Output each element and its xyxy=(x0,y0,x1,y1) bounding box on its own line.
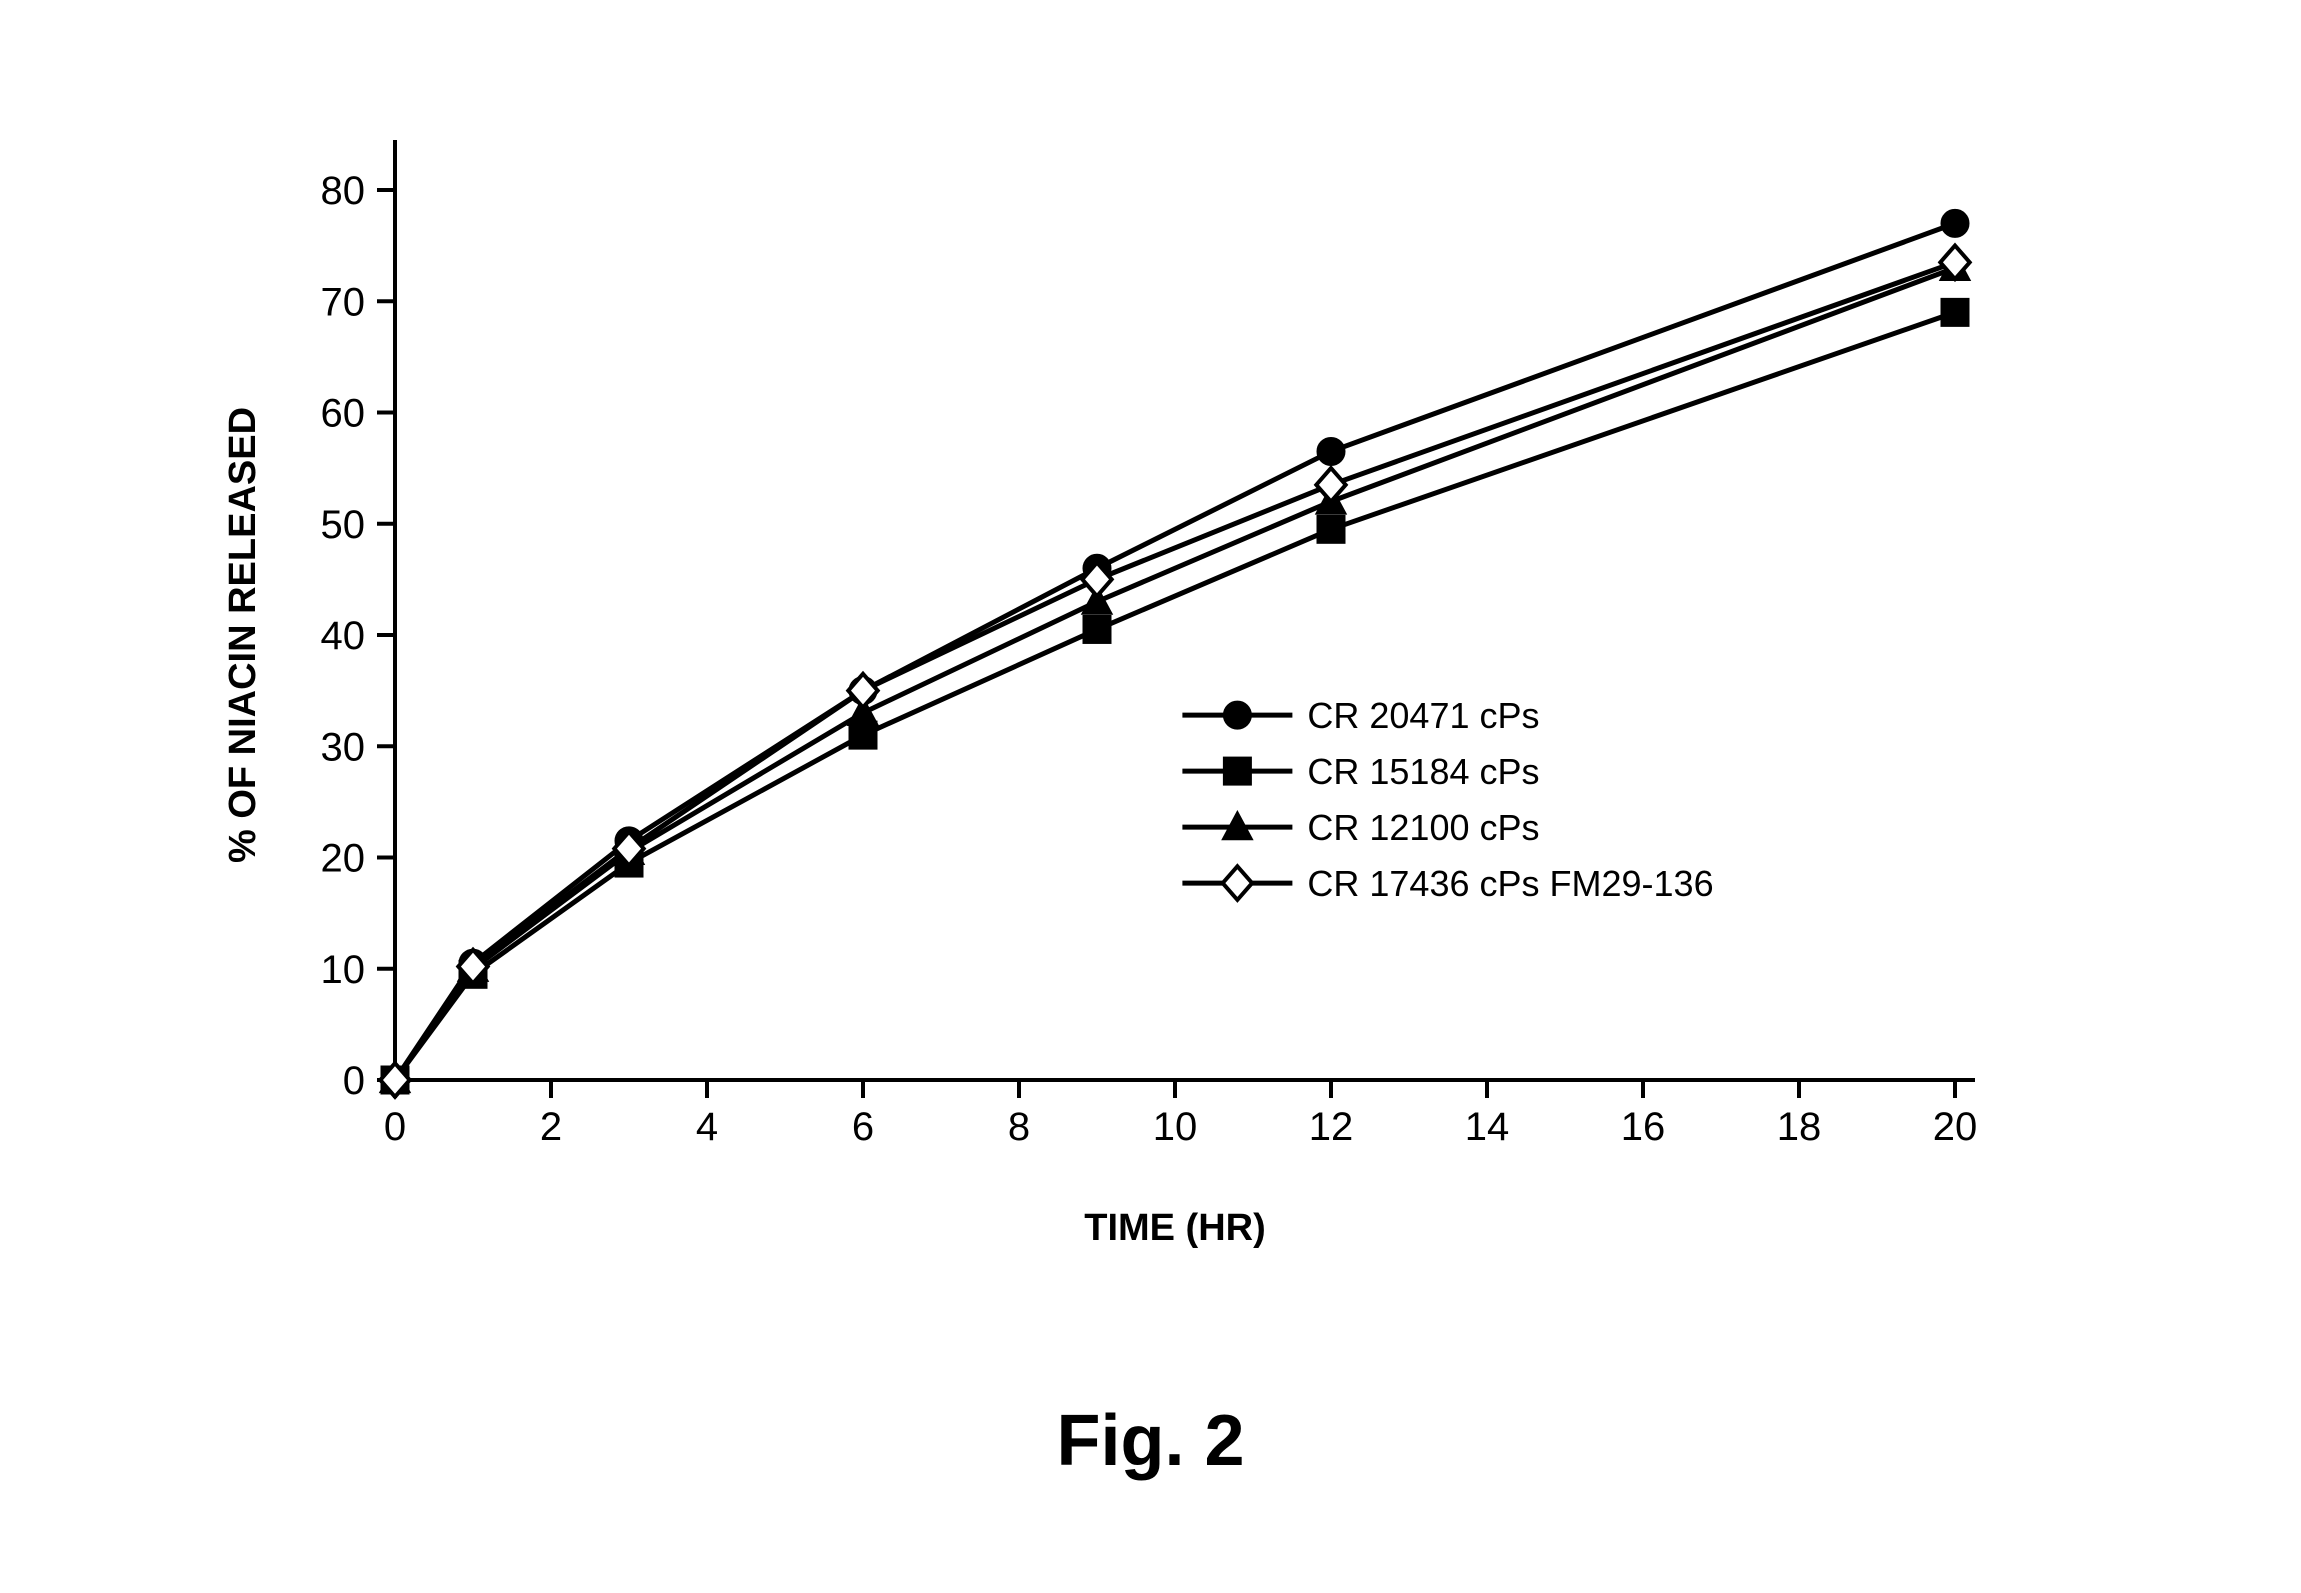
svg-text:16: 16 xyxy=(1621,1105,1666,1149)
svg-text:12: 12 xyxy=(1309,1105,1354,1149)
svg-text:50: 50 xyxy=(321,503,366,547)
svg-text:40: 40 xyxy=(321,614,366,658)
figure-caption: Fig. 2 xyxy=(0,1400,2301,1482)
svg-text:CR 15184 cPs: CR 15184 cPs xyxy=(1307,751,1539,792)
svg-text:14: 14 xyxy=(1465,1105,1510,1149)
svg-text:0: 0 xyxy=(384,1105,406,1149)
svg-text:20: 20 xyxy=(321,837,366,881)
figure-container: 0 10 20 30 40 50 60 70 80 0 2 4 6 8 10 12 14 16 18 20 TIME (… xyxy=(0,0,2301,1593)
svg-text:CR 17436 cPs FM29-136: CR 17436 cPs FM29-136 xyxy=(1307,863,1713,904)
svg-text:CR 20471 cPs: CR 20471 cPs xyxy=(1307,695,1539,736)
svg-text:0: 0 xyxy=(343,1059,365,1103)
svg-text:30: 30 xyxy=(321,725,366,769)
svg-text:18: 18 xyxy=(1777,1105,1822,1149)
svg-text:70: 70 xyxy=(321,280,366,324)
svg-text:CR 12100 cPs: CR 12100 cPs xyxy=(1307,807,1539,848)
svg-text:4: 4 xyxy=(696,1105,718,1149)
svg-text:20: 20 xyxy=(1933,1105,1978,1149)
svg-text:2: 2 xyxy=(540,1105,562,1149)
svg-text:10: 10 xyxy=(321,948,366,992)
svg-text:% OF NIACIN RELEASED: % OF NIACIN RELEASED xyxy=(222,407,264,863)
niacin-release-chart: 0 10 20 30 40 50 60 70 80 0 2 4 6 8 10 12 14 16 18 20 TIME (… xyxy=(0,0,2301,1593)
svg-text:60: 60 xyxy=(321,392,366,436)
svg-text:8: 8 xyxy=(1008,1105,1030,1149)
svg-text:TIME (HR): TIME (HR) xyxy=(1084,1207,1266,1249)
svg-text:6: 6 xyxy=(852,1105,874,1149)
svg-text:80: 80 xyxy=(321,169,366,213)
svg-text:10: 10 xyxy=(1153,1105,1198,1149)
